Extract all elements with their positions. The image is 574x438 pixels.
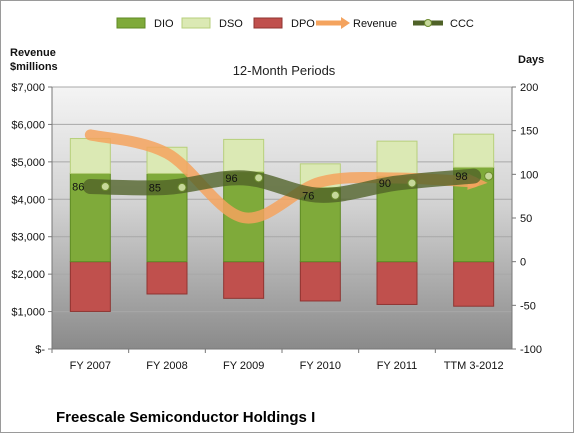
bar-dpo-fy-2011: [377, 262, 417, 305]
right-axis-tick-label: 150: [520, 126, 538, 138]
legend-swatch-marker: [425, 20, 432, 27]
ccc-data-label-fy-2009: 96: [225, 173, 237, 185]
ccc-point-fy-2009: [255, 174, 263, 182]
bar-dpo-fy-2009: [224, 262, 264, 299]
bar-dso-ttm-3-2012: [454, 134, 494, 167]
legend-label-revenue: Revenue: [353, 18, 397, 30]
left-axis-tick-label: $5,000: [11, 157, 45, 169]
left-axis-tick-label: $-: [35, 344, 45, 356]
left-axis-tick-label: $6,000: [11, 119, 45, 131]
company-name: Freescale Semiconductor Holdings I: [56, 409, 315, 426]
bar-dpo-fy-2007: [70, 262, 110, 312]
ccc-data-label-fy-2010: 76: [302, 190, 314, 202]
ccc-point-fy-2007: [101, 183, 109, 191]
legend-label-ccc: CCC: [450, 18, 474, 30]
right-axis-tick-label: -100: [520, 344, 542, 356]
legend-item-dio: DIO: [117, 18, 174, 30]
ccc-data-label-ttm-3-2012: 98: [455, 171, 467, 183]
x-axis-tick-label-fy-2008: FY 2008: [146, 360, 187, 372]
legend-label-dio: DIO: [154, 18, 174, 30]
left-axis-tick-label: $1,000: [11, 307, 45, 319]
x-axis-tick-label-fy-2011: FY 2011: [377, 360, 418, 372]
bar-dso-fy-2007: [70, 139, 110, 174]
right-axis-tick-label: 100: [520, 169, 538, 181]
ccc-point-fy-2010: [331, 191, 339, 199]
ccc-point-fy-2011: [408, 179, 416, 187]
left-axis-tick-label: $4,000: [11, 194, 45, 206]
left-axis-tick-label: $3,000: [11, 232, 45, 244]
ccc-point-fy-2008: [178, 183, 186, 191]
bar-dpo-fy-2010: [300, 262, 340, 301]
legend-label-dso: DSO: [219, 18, 243, 30]
ccc-data-label-fy-2007: 86: [72, 182, 84, 194]
plot-area: [52, 87, 512, 349]
bar-dpo-fy-2008: [147, 262, 187, 294]
bar-dpo-ttm-3-2012: [454, 262, 494, 307]
legend-label-dpo: DPO: [291, 18, 315, 30]
left-axis-tick-label: $7,000: [11, 82, 45, 94]
legend-swatch-dio: [117, 18, 145, 28]
right-axis-tick-label: -50: [520, 300, 536, 312]
plot-background: [52, 87, 512, 349]
ccc-data-label-fy-2011: 90: [379, 178, 391, 190]
x-axis-tick-label-ttm-3-2012: TTM 3-2012: [444, 360, 504, 372]
legend-swatch-dso: [182, 18, 210, 28]
x-axis-tick-label-fy-2007: FY 2007: [70, 360, 111, 372]
left-axis-label-line1: Revenue: [10, 47, 56, 59]
bar-dso-fy-2011: [377, 141, 417, 176]
ccc-data-label-fy-2008: 85: [149, 182, 161, 194]
left-axis-label-line2: $millions: [10, 61, 58, 73]
chart-title: 12-Month Periods: [233, 63, 336, 78]
x-axis-tick-label-fy-2010: FY 2010: [300, 360, 341, 372]
bar-dso-fy-2009: [224, 139, 264, 171]
right-axis-tick-label: 0: [520, 257, 526, 269]
left-axis-tick-label: $2,000: [11, 269, 45, 281]
right-axis-tick-label: 200: [520, 82, 538, 94]
legend-swatch-dpo: [254, 18, 282, 28]
ccc-point-ttm-3-2012: [485, 172, 493, 180]
right-axis-tick-label: 50: [520, 213, 532, 225]
right-axis-label: Days: [518, 54, 544, 66]
x-axis-tick-label-fy-2009: FY 2009: [223, 360, 264, 372]
